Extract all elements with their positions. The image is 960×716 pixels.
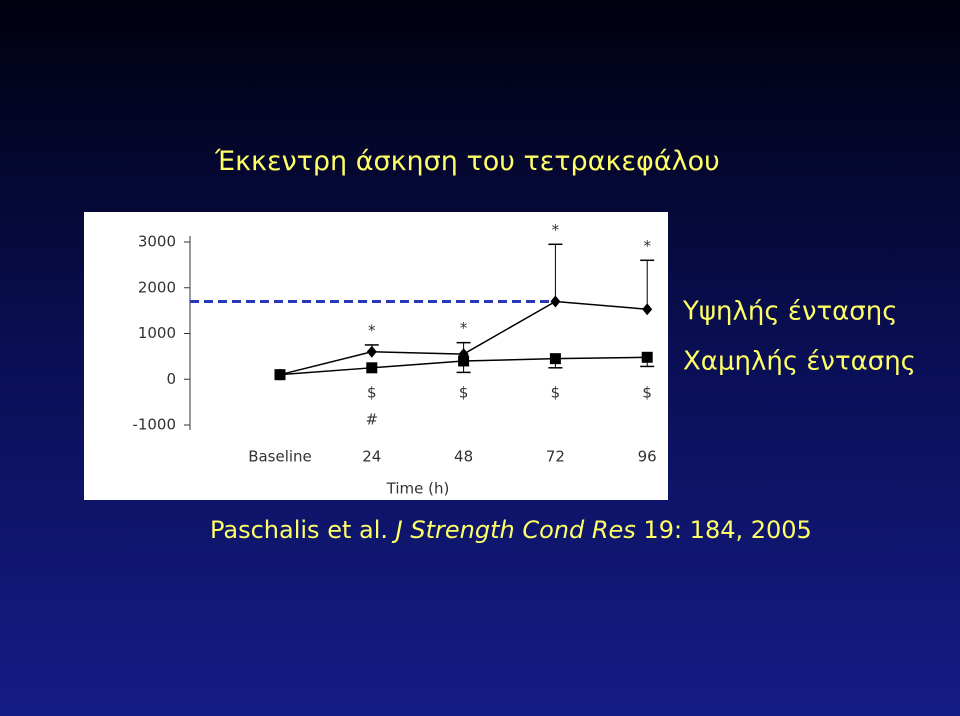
significance-mark: $ <box>459 384 469 402</box>
legend-label: Χαμηλής έντασης <box>683 347 916 377</box>
significance-mark: * <box>460 319 468 337</box>
slide-title: Έκκεντρη άσκηση του τετρακεφάλου <box>215 146 720 177</box>
point <box>549 353 561 365</box>
y-tick-label: 0 <box>166 370 176 388</box>
citation-journal: J Strength Cond Res <box>395 516 636 544</box>
significance-mark: * <box>552 221 560 239</box>
x-tick-label: 24 <box>362 448 381 466</box>
point <box>550 295 561 308</box>
significance-mark: $ <box>551 384 561 402</box>
y-axis-label: CK (% change) <box>97 221 115 344</box>
y-tick-label: 2000 <box>138 278 176 296</box>
significance-mark: * <box>368 321 376 339</box>
citation: Paschalis et al. J Strength Cond Res 19:… <box>210 516 812 544</box>
significance-mark: $ <box>367 384 377 402</box>
legend-label: Υψηλής έντασης <box>682 297 898 327</box>
point <box>366 362 378 374</box>
point <box>458 355 470 367</box>
y-tick-label: 3000 <box>138 233 176 251</box>
y-tick-label: 1000 <box>138 324 176 342</box>
point <box>642 303 653 316</box>
point <box>641 351 653 363</box>
significance-mark: * <box>643 237 651 255</box>
point <box>366 345 377 358</box>
citation-details: 19: 184, 2005 <box>643 516 812 544</box>
x-tick-label: Baseline <box>248 448 312 466</box>
point <box>274 369 286 381</box>
x-tick-label: 96 <box>638 448 657 466</box>
significance-mark: # <box>366 411 379 429</box>
x-tick-label: 72 <box>546 448 565 466</box>
y-tick-label: -1000 <box>132 416 176 434</box>
citation-authors: Paschalis et al. <box>210 516 388 544</box>
x-axis-label: Time (h) <box>386 480 450 498</box>
x-tick-label: 48 <box>454 448 473 466</box>
significance-mark: $ <box>642 384 652 402</box>
chart-background <box>84 212 668 500</box>
